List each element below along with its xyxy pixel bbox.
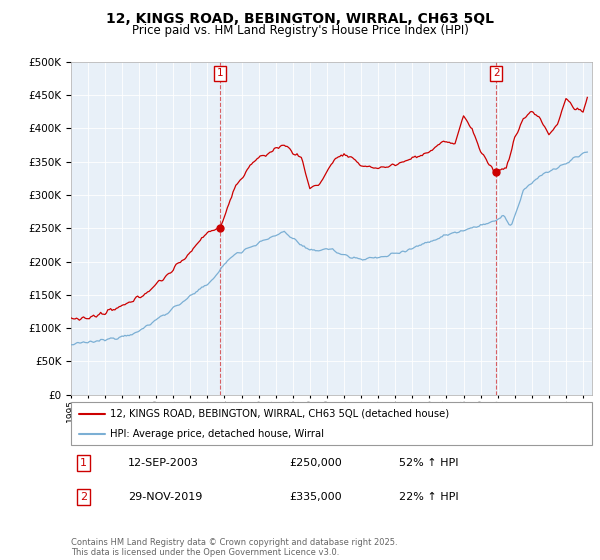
Text: HPI: Average price, detached house, Wirral: HPI: Average price, detached house, Wirr…: [110, 430, 324, 439]
Text: 12, KINGS ROAD, BEBINGTON, WIRRAL, CH63 5QL (detached house): 12, KINGS ROAD, BEBINGTON, WIRRAL, CH63 …: [110, 409, 449, 419]
Text: Price paid vs. HM Land Registry's House Price Index (HPI): Price paid vs. HM Land Registry's House …: [131, 24, 469, 37]
Text: £335,000: £335,000: [290, 492, 342, 502]
Text: 12-SEP-2003: 12-SEP-2003: [128, 458, 199, 468]
Text: 2: 2: [80, 492, 88, 502]
Text: 1: 1: [217, 68, 224, 78]
Text: Contains HM Land Registry data © Crown copyright and database right 2025.
This d: Contains HM Land Registry data © Crown c…: [71, 538, 397, 557]
Text: 29-NOV-2019: 29-NOV-2019: [128, 492, 202, 502]
Text: 22% ↑ HPI: 22% ↑ HPI: [399, 492, 458, 502]
FancyBboxPatch shape: [71, 402, 592, 445]
Text: 12, KINGS ROAD, BEBINGTON, WIRRAL, CH63 5QL: 12, KINGS ROAD, BEBINGTON, WIRRAL, CH63 …: [106, 12, 494, 26]
Text: 52% ↑ HPI: 52% ↑ HPI: [399, 458, 458, 468]
Text: 2: 2: [493, 68, 500, 78]
Text: £250,000: £250,000: [290, 458, 342, 468]
Text: 1: 1: [80, 458, 88, 468]
